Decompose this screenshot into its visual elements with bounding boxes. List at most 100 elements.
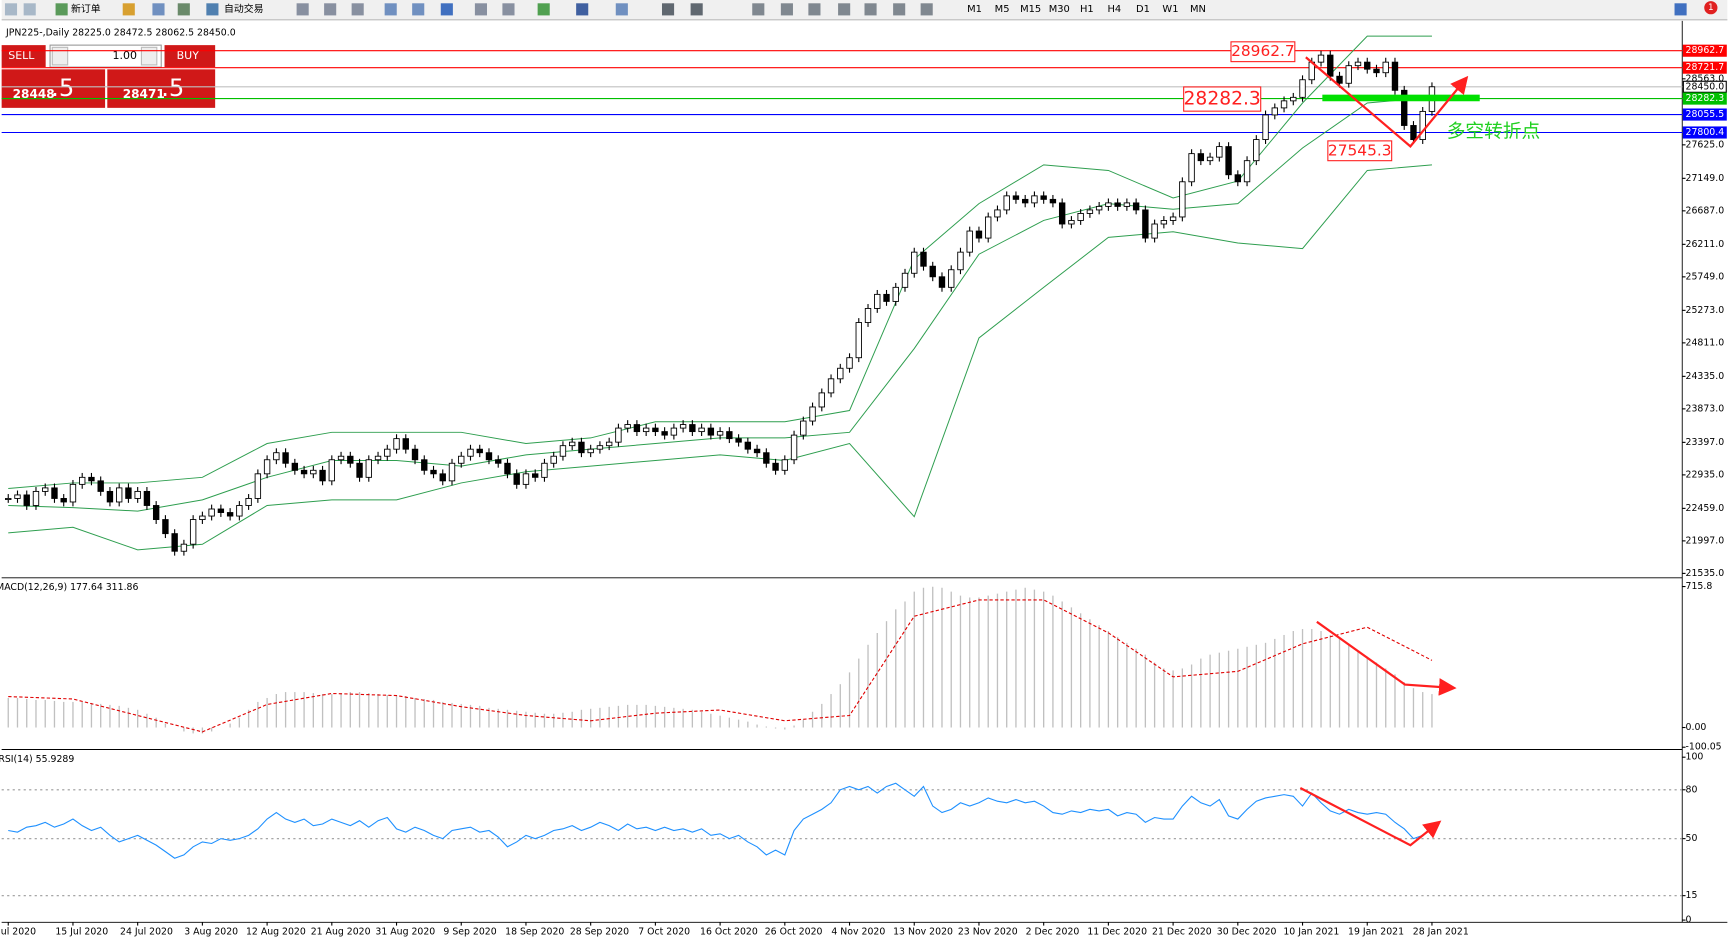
- timeframe-button[interactable]: M15: [1020, 4, 1041, 15]
- plot: 28563.0 27625.0 27149.0 26687.0 26211.0 25749…: [0, 20, 1728, 938]
- candle: [115, 487, 123, 503]
- candle: [550, 455, 557, 464]
- ask-box[interactable]: [107, 69, 216, 108]
- rsi-tick-label: 0: [1686, 915, 1692, 926]
- candle: [254, 473, 262, 499]
- date-label: 31 Aug 2020: [375, 927, 435, 938]
- candle: [818, 392, 825, 408]
- bid-box[interactable]: [1, 69, 106, 108]
- timeframe-button[interactable]: H4: [1107, 4, 1121, 15]
- candle: [735, 438, 742, 443]
- candle: [846, 357, 853, 369]
- candle: [162, 519, 169, 535]
- price-tick-label: 23397.0: [1686, 437, 1725, 448]
- new-order-button[interactable]: 新订单: [71, 2, 101, 15]
- candle: [1151, 223, 1158, 239]
- candle: [467, 448, 474, 457]
- macd-title: MACD(12,26,9) 177.64 311.86: [0, 582, 138, 593]
- new-order-icon[interactable]: [55, 3, 68, 16]
- candle: [1068, 220, 1075, 225]
- candle: [199, 515, 206, 521]
- timeframe-button[interactable]: MN: [1190, 4, 1206, 15]
- candle: [32, 490, 40, 506]
- candle: [716, 431, 724, 436]
- candle: [1077, 213, 1084, 221]
- timeframes: M1 M5 M15 M30 H1 H4 D1 W1 MN: [967, 4, 1206, 15]
- candle: [476, 448, 483, 454]
- candle: [707, 427, 715, 436]
- candle: [226, 512, 234, 517]
- candle: [1290, 96, 1297, 102]
- candle: [236, 505, 243, 517]
- candle: [1049, 198, 1057, 204]
- candle: [282, 452, 289, 464]
- candle: [1206, 156, 1214, 162]
- candle: [384, 448, 391, 457]
- candle: [1003, 195, 1010, 211]
- candle: [421, 459, 428, 471]
- price-tick-label: 22935.0: [1686, 469, 1725, 480]
- candle: [300, 469, 308, 475]
- level-label: 28721.7: [1686, 62, 1725, 73]
- lot-up[interactable]: [140, 46, 158, 66]
- auto-trading-button[interactable]: 自动交易: [224, 2, 264, 15]
- macd-tick-label: 0.00: [1686, 722, 1707, 733]
- timeframe-button[interactable]: D1: [1136, 4, 1150, 15]
- candle: [310, 469, 317, 475]
- notification-badge[interactable]: [1704, 1, 1718, 15]
- candle: [652, 427, 659, 433]
- timeframe-button[interactable]: M5: [995, 4, 1010, 15]
- candle: [402, 438, 409, 450]
- lot-down[interactable]: [51, 46, 69, 66]
- candle: [855, 322, 862, 359]
- bollinger-middle: [8, 96, 1433, 512]
- candle: [1132, 202, 1140, 211]
- timeframe-button[interactable]: M1: [967, 4, 982, 15]
- candle: [1160, 220, 1168, 225]
- candle: [51, 487, 58, 499]
- candle: [1364, 61, 1371, 70]
- candle: [356, 462, 363, 478]
- candle: [263, 459, 271, 475]
- date-label: 13 Nov 2020: [893, 927, 953, 938]
- rsi-tick-label: 100: [1686, 752, 1704, 763]
- price-tick-label: 25749.0: [1686, 271, 1725, 282]
- candle: [957, 251, 964, 271]
- candle: [1327, 54, 1334, 77]
- date-label: 28 Jan 2021: [1413, 927, 1469, 938]
- candle: [929, 265, 936, 278]
- candle: [864, 308, 872, 323]
- candle: [1095, 205, 1103, 211]
- candle: [393, 438, 400, 450]
- level-label-box: [1682, 108, 1727, 121]
- date-label: 30 Dec 2020: [1217, 927, 1277, 938]
- annotation-box: [1183, 86, 1262, 112]
- level-label: 28450.0: [1686, 81, 1725, 92]
- rsi-line: [8, 782, 1433, 859]
- timeframe-button[interactable]: W1: [1162, 4, 1178, 15]
- candle: [578, 441, 585, 454]
- candle: [892, 286, 899, 302]
- candle: [596, 445, 604, 450]
- timeframe-button[interactable]: H1: [1080, 4, 1094, 15]
- buy-label: BUY: [177, 49, 200, 62]
- candle: [365, 459, 372, 478]
- level-label: 28282.3: [1686, 93, 1725, 104]
- candle: [14, 494, 21, 499]
- candle: [587, 448, 594, 454]
- level-label-box: [1682, 92, 1727, 105]
- candle: [679, 424, 687, 429]
- candle: [790, 434, 798, 461]
- candle: [781, 459, 789, 471]
- candle: [975, 230, 983, 239]
- timeframe-button[interactable]: M30: [1049, 4, 1070, 15]
- price-tick-label: 26211.0: [1686, 239, 1725, 250]
- date-label: 23 Nov 2020: [958, 927, 1018, 938]
- candle: [245, 498, 252, 506]
- candle: [1142, 209, 1149, 239]
- candle: [1216, 146, 1223, 158]
- candle: [1234, 174, 1242, 183]
- candle: [920, 251, 927, 267]
- candle: [328, 459, 336, 482]
